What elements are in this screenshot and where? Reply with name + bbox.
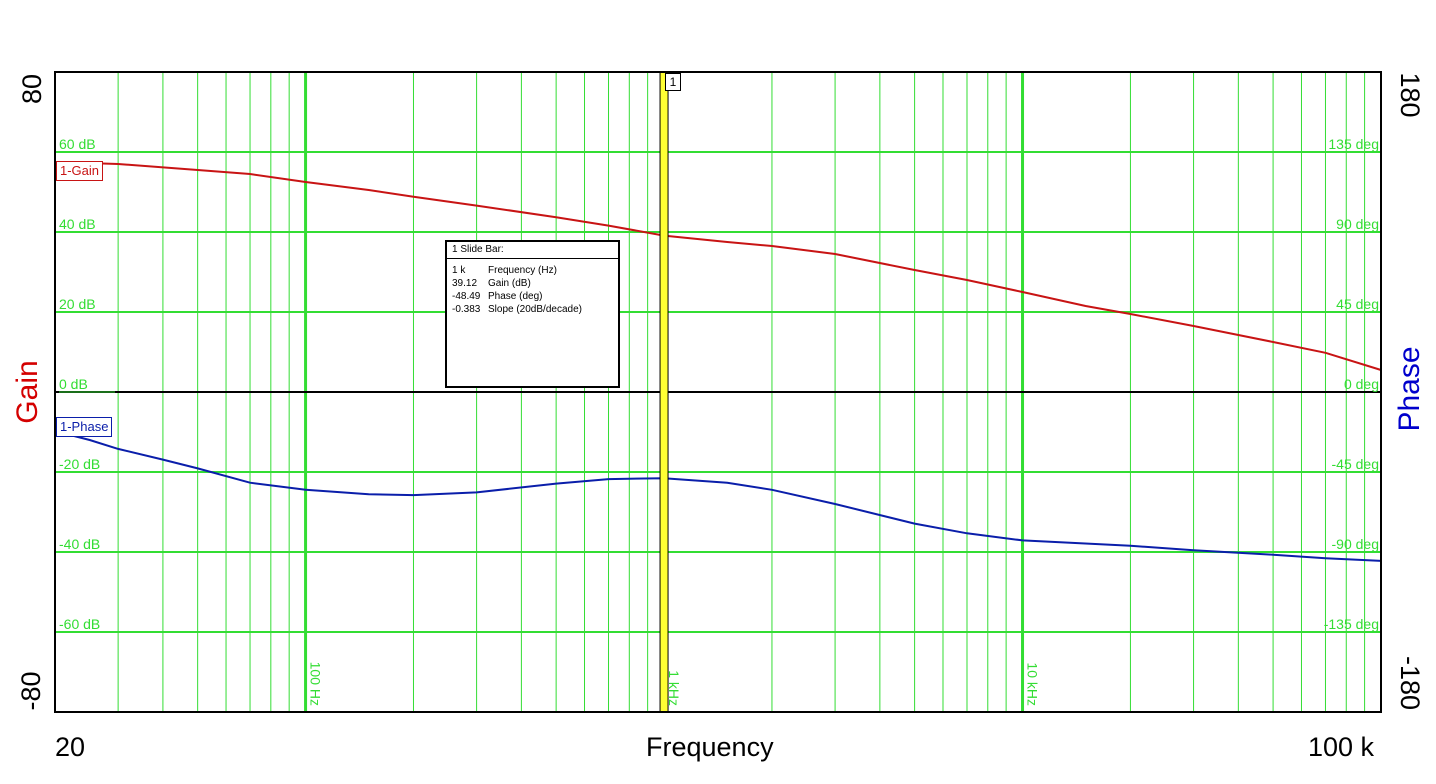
tick-labels: 60 dB 40 dB 20 dB 0 dB -20 dB -40 dB -60 dB 135… [59,136,1379,633]
readout-value: 1 k [452,265,466,276]
readout-label: Gain (dB) [488,278,531,289]
x-axis-title: Frequency [646,732,774,762]
decade-label: 100 Hz [308,662,324,706]
left-tick-label: 20 dB [59,296,96,312]
left-tick-label: 40 dB [59,216,96,232]
x-min-label: 20 [55,732,86,762]
readout-label: Frequency (Hz) [488,265,557,276]
left-axis-title: Gain [11,360,44,424]
left-tick-label: 60 dB [59,136,96,152]
left-tick-label: -60 dB [59,616,100,632]
right-tick-label: -90 deg [1332,536,1379,552]
readout-row: 39.12 Gain (dB) [447,277,618,290]
cursor-tag[interactable]: 1 [665,73,681,91]
readout-row: -0.383 Slope (20dB/decade) [447,303,618,316]
right-axis-title: Phase [1393,346,1426,432]
left-tick-label: -20 dB [59,456,100,472]
phase-series-tag: 1-Phase [56,417,113,437]
right-tick-label: 45 deg [1336,296,1379,312]
gain-series-tag: 1-Gain [56,161,104,181]
left-y-max-label: 80 [17,73,47,105]
readout-value: -0.383 [452,304,481,315]
right-tick-label: 90 deg [1336,216,1379,232]
right-tick-label: 0 deg [1344,376,1379,392]
cursor-bar [660,72,669,712]
readout-title: 1 Slide Bar: [447,242,618,259]
right-tick-label: -135 deg [1324,616,1379,632]
readout-value: 39.12 [452,278,478,289]
readout-row: -48.49 Phase (deg) [447,290,618,303]
right-tick-label: 135 deg [1328,136,1379,152]
left-tick-label: 0 dB [59,376,88,392]
decade-label: 10 kHz [1025,662,1041,706]
readout-label: Phase (deg) [488,291,543,302]
phase-line [54,430,1382,562]
slide-bar-readout: 1 Slide Bar: 1 k Frequency (Hz) 39.12 Ga… [445,240,620,388]
decade-labels: 100 Hz 1 kHz 10 kHz [308,662,1041,706]
series-lines [54,161,1382,562]
readout-row: 1 k Frequency (Hz) [447,264,618,277]
readout-value: -48.49 [452,291,481,302]
plot-frame [54,71,1382,713]
right-y-min-label: -180 [1395,655,1425,711]
slide-bar-cursor [659,72,669,712]
right-y-max-label: 180 [1395,72,1425,118]
decade-label: 1 kHz [666,670,682,706]
right-tick-label: -45 deg [1332,456,1379,472]
left-y-min-label: -80 [16,671,46,711]
x-max-label: 100 k [1308,732,1375,762]
left-tick-label: -40 dB [59,536,100,552]
readout-label: Slope (20dB/decade) [488,304,582,315]
gain-line [54,161,1382,371]
